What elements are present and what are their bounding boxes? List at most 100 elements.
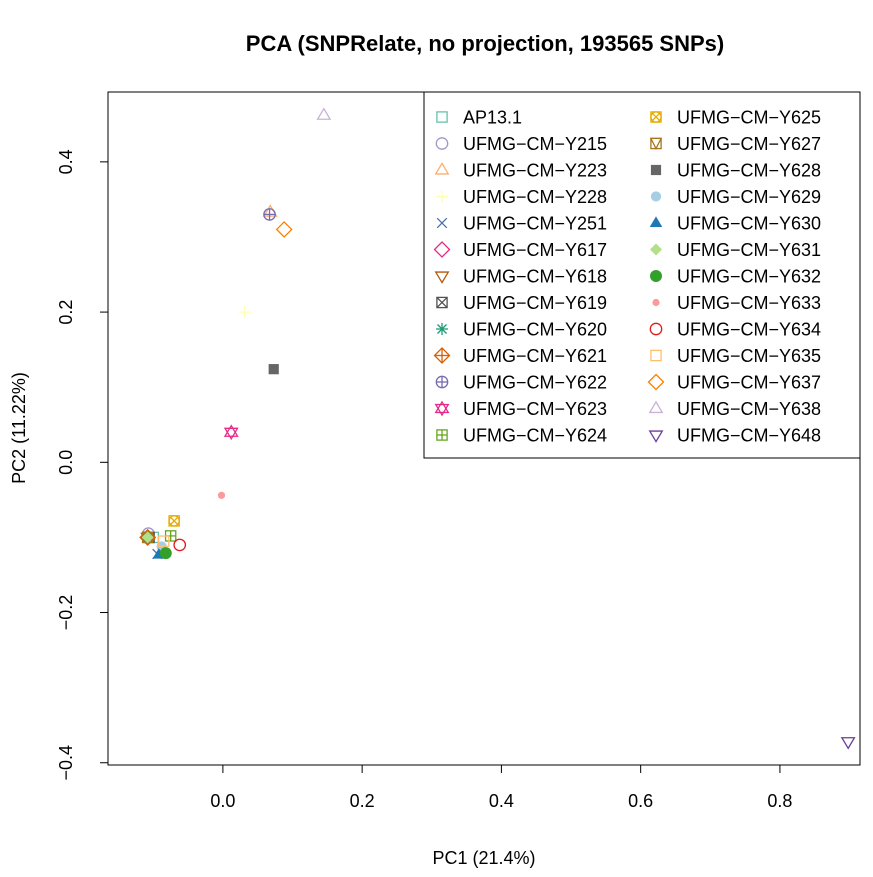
legend-label: UFMG−CM−Y620	[463, 320, 607, 340]
legend: AP13.1 UFMG−CM−Y215 UFMG−CM−Y223 UFMG−CM−Y2…	[423, 91, 861, 459]
legend-marker	[436, 217, 448, 229]
x-tick-label: 0.0	[210, 791, 235, 811]
legend-label: AP13.1	[463, 108, 522, 128]
legend-label: UFMG−CM−Y223	[463, 161, 607, 181]
legend-item-ufmg-cm-y223: UFMG−CM−Y223	[434, 161, 607, 181]
point-ufmg-cm-y637	[275, 221, 293, 238]
legend-item-ufmg-cm-y630: UFMG−CM−Y630	[649, 214, 821, 234]
legend-item-ufmg-cm-y620: UFMG−CM−Y620	[436, 320, 607, 340]
legend-item-ufmg-cm-y635: UFMG−CM−Y635	[650, 346, 821, 366]
legend-marker	[650, 191, 662, 202]
legend-marker	[648, 400, 664, 414]
legend-label: UFMG−CM−Y637	[677, 373, 821, 393]
legend-marker	[436, 190, 448, 203]
legend-marker	[650, 243, 662, 256]
point-ufmg-cm-y623	[223, 424, 239, 441]
point-ufmg-cm-y628	[268, 364, 279, 375]
legend-item-ufmg-cm-y215: UFMG−CM−Y215	[435, 134, 607, 154]
x-tick-label: 0.8	[767, 791, 792, 811]
legend-item-ufmg-cm-y228: UFMG−CM−Y228	[436, 187, 607, 207]
legend-marker	[433, 347, 451, 364]
legend-label: UFMG−CM−Y633	[677, 293, 821, 313]
x-tick-label: 0.4	[489, 791, 514, 811]
legend-label: UFMG−CM−Y628	[677, 161, 821, 181]
point-ufmg-cm-y638	[316, 107, 332, 120]
legend-item-ufmg-cm-y625: UFMG−CM−Y625	[650, 108, 821, 128]
legend-marker	[435, 137, 449, 150]
legend-marker	[434, 162, 450, 175]
legend-marker	[648, 430, 664, 443]
point-ufmg-cm-y228	[238, 306, 251, 319]
legend-marker	[436, 296, 448, 309]
point-ufmg-cm-y648	[840, 737, 856, 750]
legend-label: UFMG−CM−Y634	[677, 320, 821, 340]
legend-marker	[649, 216, 663, 227]
y-axis: −0.4 −0.2 0.0 0.2 0.4	[56, 149, 109, 781]
y-tick-label: 0.4	[56, 149, 76, 174]
legend-marker	[436, 111, 448, 123]
legend-marker	[434, 400, 450, 417]
chart-title: PCA (SNPRelate, no projection, 193565 SN…	[246, 31, 724, 56]
legend-item-ufmg-cm-y634: UFMG−CM−Y634	[649, 320, 821, 340]
legend-item-ufmg-cm-y251: UFMG−CM−Y251	[436, 214, 607, 234]
legend-marker	[649, 322, 663, 336]
legend-item-ufmg-cm-y622: UFMG−CM−Y622	[435, 373, 607, 393]
legend-label: UFMG−CM−Y635	[677, 346, 821, 366]
legend-label: UFMG−CM−Y618	[463, 267, 607, 287]
legend-label: UFMG−CM−Y228	[463, 187, 607, 207]
legend-label: UFMG−CM−Y632	[677, 267, 821, 287]
data-points	[139, 107, 856, 750]
y-tick-label: −0.4	[56, 745, 76, 781]
legend-item-ufmg-cm-y623: UFMG−CM−Y623	[434, 399, 607, 419]
point-ufmg-cm-y635	[157, 535, 170, 547]
legend-item-ufmg-cm-y628: UFMG−CM−Y628	[650, 161, 821, 181]
point-ufmg-cm-y632	[159, 547, 172, 560]
x-axis: 0.0 0.2 0.4 0.6 0.8	[210, 764, 792, 811]
legend-marker	[647, 373, 665, 391]
point-ufmg-cm-y634	[173, 538, 187, 552]
legend-box	[423, 91, 861, 459]
x-tick-label: 0.2	[350, 791, 375, 811]
legend-item-ufmg-cm-y621: UFMG−CM−Y621	[433, 346, 607, 366]
point-ufmg-cm-y622	[263, 208, 276, 221]
legend-marker	[650, 164, 662, 176]
legend-marker	[433, 241, 451, 258]
point-ufmg-cm-y631	[141, 531, 154, 544]
legend-label: UFMG−CM−Y623	[463, 399, 607, 419]
legend-item-ufmg-cm-y617: UFMG−CM−Y617	[433, 240, 607, 260]
legend-item-ufmg-cm-y648: UFMG−CM−Y648	[648, 426, 821, 446]
legend-item-ufmg-cm-y629: UFMG−CM−Y629	[650, 187, 821, 207]
y-tick-label: −0.2	[56, 595, 76, 631]
legend-item-ufmg-cm-y632: UFMG−CM−Y632	[650, 267, 821, 287]
y-tick-label: 0.2	[56, 300, 76, 325]
point-ufmg-cm-y625	[168, 515, 180, 527]
legend-marker	[436, 429, 448, 441]
legend-label: UFMG−CM−Y629	[677, 187, 821, 207]
y-tick-label: 0.0	[56, 450, 76, 475]
legend-marker	[649, 137, 663, 151]
legend-marker	[434, 271, 450, 284]
legend-item-ufmg-cm-y637: UFMG−CM−Y637	[647, 373, 821, 393]
legend-label: UFMG−CM−Y631	[677, 240, 821, 260]
legend-label: UFMG−CM−Y648	[677, 426, 821, 446]
legend-label: UFMG−CM−Y624	[463, 426, 607, 446]
x-axis-label: PC1 (21.4%)	[432, 848, 535, 868]
legend-item-ufmg-cm-y618: UFMG−CM−Y618	[434, 267, 607, 287]
legend-marker	[650, 270, 662, 282]
legend-item-ufmg-cm-y631: UFMG−CM−Y631	[650, 240, 821, 260]
legend-label: UFMG−CM−Y215	[463, 134, 607, 154]
legend-marker	[650, 111, 662, 123]
legend-label: UFMG−CM−Y251	[463, 214, 607, 234]
legend-marker	[436, 323, 448, 335]
legend-label: UFMG−CM−Y638	[677, 399, 821, 419]
legend-label: UFMG−CM−Y625	[677, 108, 821, 128]
legend-marker	[650, 349, 662, 362]
legend-label: UFMG−CM−Y617	[463, 240, 607, 260]
legend-item-ap13-1: AP13.1	[436, 108, 522, 128]
legend-item-ufmg-cm-y619: UFMG−CM−Y619	[436, 293, 607, 313]
legend-item-ufmg-cm-y633: UFMG−CM−Y633	[652, 293, 821, 313]
legend-label: UFMG−CM−Y630	[677, 214, 821, 234]
y-axis-label: PC2 (11.22%)	[9, 372, 29, 484]
x-tick-label: 0.6	[628, 791, 653, 811]
